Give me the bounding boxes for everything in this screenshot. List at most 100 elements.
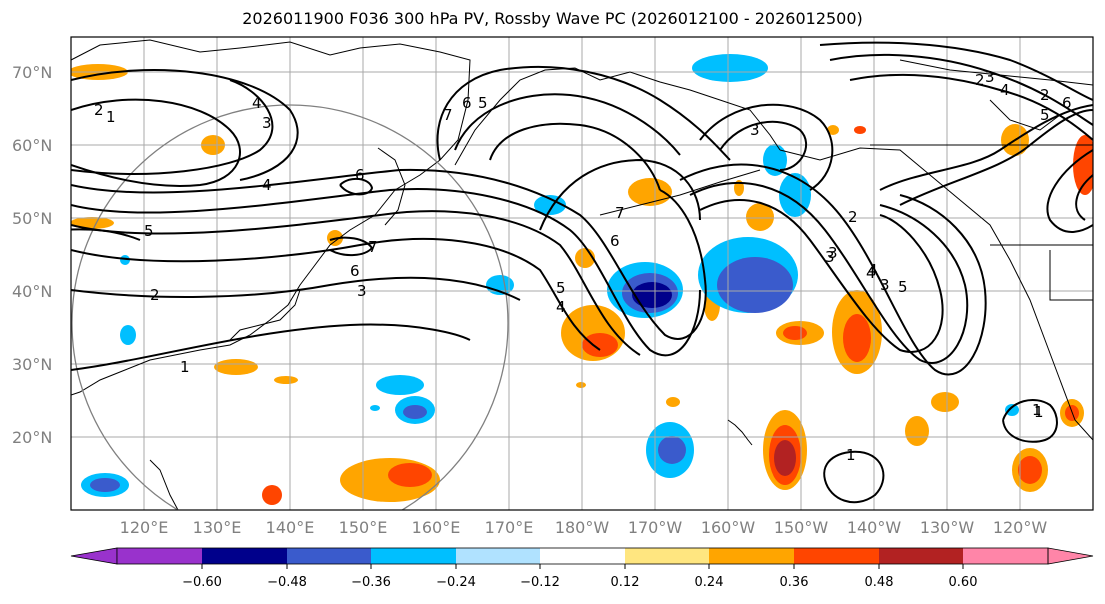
lat-label: 70°N [12, 63, 52, 82]
lat-label: 60°N [12, 136, 52, 155]
contour-label: 1 [846, 446, 856, 464]
pv-contour-line [899, 109, 1093, 206]
pv-contour-line [71, 168, 707, 340]
pv-contour-line [71, 69, 299, 181]
contour-label: 4 [252, 94, 262, 112]
pv-contour-line [454, 93, 681, 156]
pv-contours [71, 41, 1093, 504]
contour-label: 5 [1040, 106, 1050, 124]
pv-contour-line [829, 53, 1093, 126]
contour-label: 4 [262, 176, 272, 194]
anomaly-positive [843, 314, 871, 362]
pv-contour-line [329, 236, 374, 256]
colorbar-segment [709, 548, 794, 564]
lat-label: 30°N [12, 355, 52, 374]
lat-label: 50°N [12, 209, 52, 228]
colorbar-tick-label: −0.36 [351, 575, 391, 590]
contour-label: 6 [350, 262, 360, 280]
colorbar-tick-label: 0.12 [611, 575, 640, 590]
pv-contour-line [819, 41, 1093, 101]
pv-contour-line [1075, 174, 1093, 221]
colorbar-tick-label: 0.60 [949, 575, 978, 590]
anomaly-positive [734, 180, 744, 196]
contour-label: 2 [150, 286, 160, 304]
colorbar-segment [963, 548, 1048, 564]
anomaly-positive [854, 126, 866, 134]
pv-contour-line [339, 177, 374, 196]
pv-contour-line [71, 276, 521, 301]
colorbar-tick-label: 0.24 [695, 575, 724, 590]
lon-label: 160°W [701, 518, 756, 537]
colorbar-segment [287, 548, 371, 564]
contour-label: 3 [985, 68, 995, 86]
pv-contour-line [71, 323, 471, 371]
colorbar-tick-label: −0.48 [267, 575, 307, 590]
pv-contour-line [71, 79, 274, 175]
colorbar-segment [625, 548, 709, 564]
anomaly-positive [1018, 456, 1042, 484]
lon-label: 170°E [485, 518, 534, 537]
pv-contour-line [879, 104, 1093, 191]
pv-contour-line [719, 120, 807, 171]
contour-label: 7 [615, 204, 625, 222]
latitude-labels: 70°N 60°N 50°N 40°N 30°N 20°N [12, 63, 52, 447]
contour-label: 4 [1000, 81, 1010, 99]
colorbar-extend-high [1047, 547, 1094, 565]
lon-label: 150°E [339, 518, 388, 537]
anomaly-positive [783, 326, 807, 340]
contour-label: 3 [880, 276, 890, 294]
colorbar-segment [540, 548, 625, 564]
contour-label: 6 [1062, 94, 1072, 112]
contour-label: 4 [868, 261, 878, 279]
anomaly-positive [931, 392, 959, 412]
contour-label: 7 [368, 238, 378, 256]
lon-label: 180°W [555, 518, 610, 537]
colorbar-segment [371, 548, 456, 564]
colorbar-segment [202, 548, 287, 564]
anomaly-negative [90, 478, 120, 492]
contour-label: 7 [443, 106, 453, 124]
contour-label: 3 [357, 282, 367, 300]
anomaly-negative [376, 375, 424, 395]
contour-label: 2 [848, 208, 858, 226]
anomaly-negative [120, 255, 130, 265]
contour-label: 2 [975, 71, 985, 89]
contour-label: 6 [462, 94, 472, 112]
anomaly-positive [628, 178, 672, 206]
pv-contour-line [1002, 399, 1058, 443]
pv-contour-line [679, 163, 987, 376]
lon-label: 130°W [920, 518, 975, 537]
pv-contour-line [71, 188, 701, 357]
colorbar-extend-low [70, 547, 118, 565]
colorbar-tick-label: −0.60 [182, 575, 222, 590]
longitude-labels: 120°E 130°E 140°E 150°E 160°E 170°E 180°… [120, 518, 1048, 537]
wave-packet-circle [71, 104, 509, 510]
contour-label: 3 [825, 248, 835, 266]
anomaly-positive [576, 382, 586, 388]
pv-contour-line [489, 122, 661, 191]
map-title: 2026011900 F036 300 hPa PV, Rossby Wave … [242, 9, 863, 28]
anomaly-negative [763, 144, 787, 176]
anomaly-negative [632, 282, 672, 308]
colorbar: −0.60 −0.48 −0.36 −0.24 −0.12 0.12 0.24 … [70, 547, 1094, 590]
anomaly-negative [1005, 404, 1019, 416]
lon-label: 150°W [774, 518, 829, 537]
anomaly-positive [774, 440, 796, 476]
lat-label: 20°N [12, 428, 52, 447]
anomaly-negative [120, 325, 136, 345]
contour-label: 5 [898, 278, 908, 296]
anomaly-negative [370, 405, 380, 411]
contour-label: 4 [866, 264, 876, 282]
anomaly-positive [905, 416, 929, 446]
contour-label: 1 [1032, 401, 1042, 419]
colorbar-tick-label: −0.12 [520, 575, 560, 590]
anomaly-positive [71, 217, 114, 229]
anomaly-positive [746, 203, 774, 231]
anomaly-negative [692, 54, 768, 82]
colorbar-segment [117, 548, 202, 564]
pv-contour-line [71, 98, 241, 187]
pv-anomaly-shading [71, 54, 1093, 505]
anomaly-positive [827, 125, 839, 135]
contour-label: 5 [144, 222, 154, 240]
colorbar-segment [794, 548, 879, 564]
